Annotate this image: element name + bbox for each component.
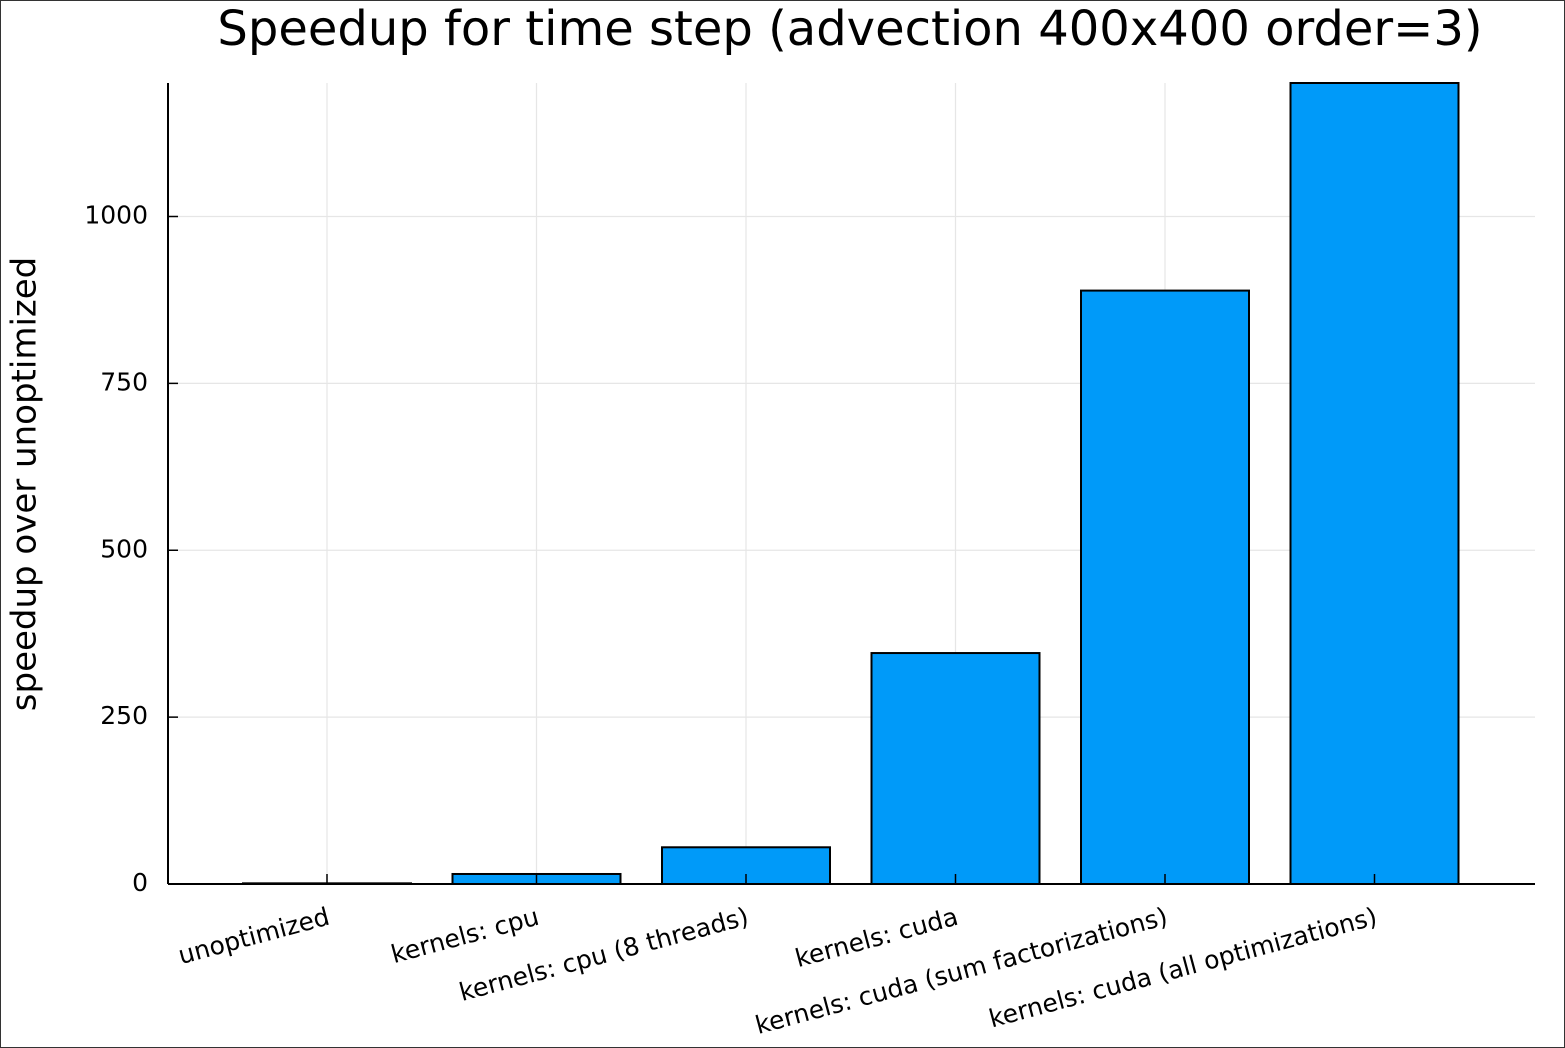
y-tick-label: 250	[100, 701, 148, 730]
y-axis-label: speedup over unoptimized	[5, 257, 45, 711]
y-tick-label: 1000	[84, 201, 148, 230]
chart-title: Speedup for time step (advection 400x400…	[217, 1, 1482, 57]
bar	[870, 652, 1041, 885]
bar	[1289, 82, 1460, 885]
y-tick-label: 0	[132, 868, 148, 897]
y-tick-label: 500	[100, 534, 148, 563]
y-tick-label: 750	[100, 367, 148, 396]
bar	[1080, 289, 1250, 885]
